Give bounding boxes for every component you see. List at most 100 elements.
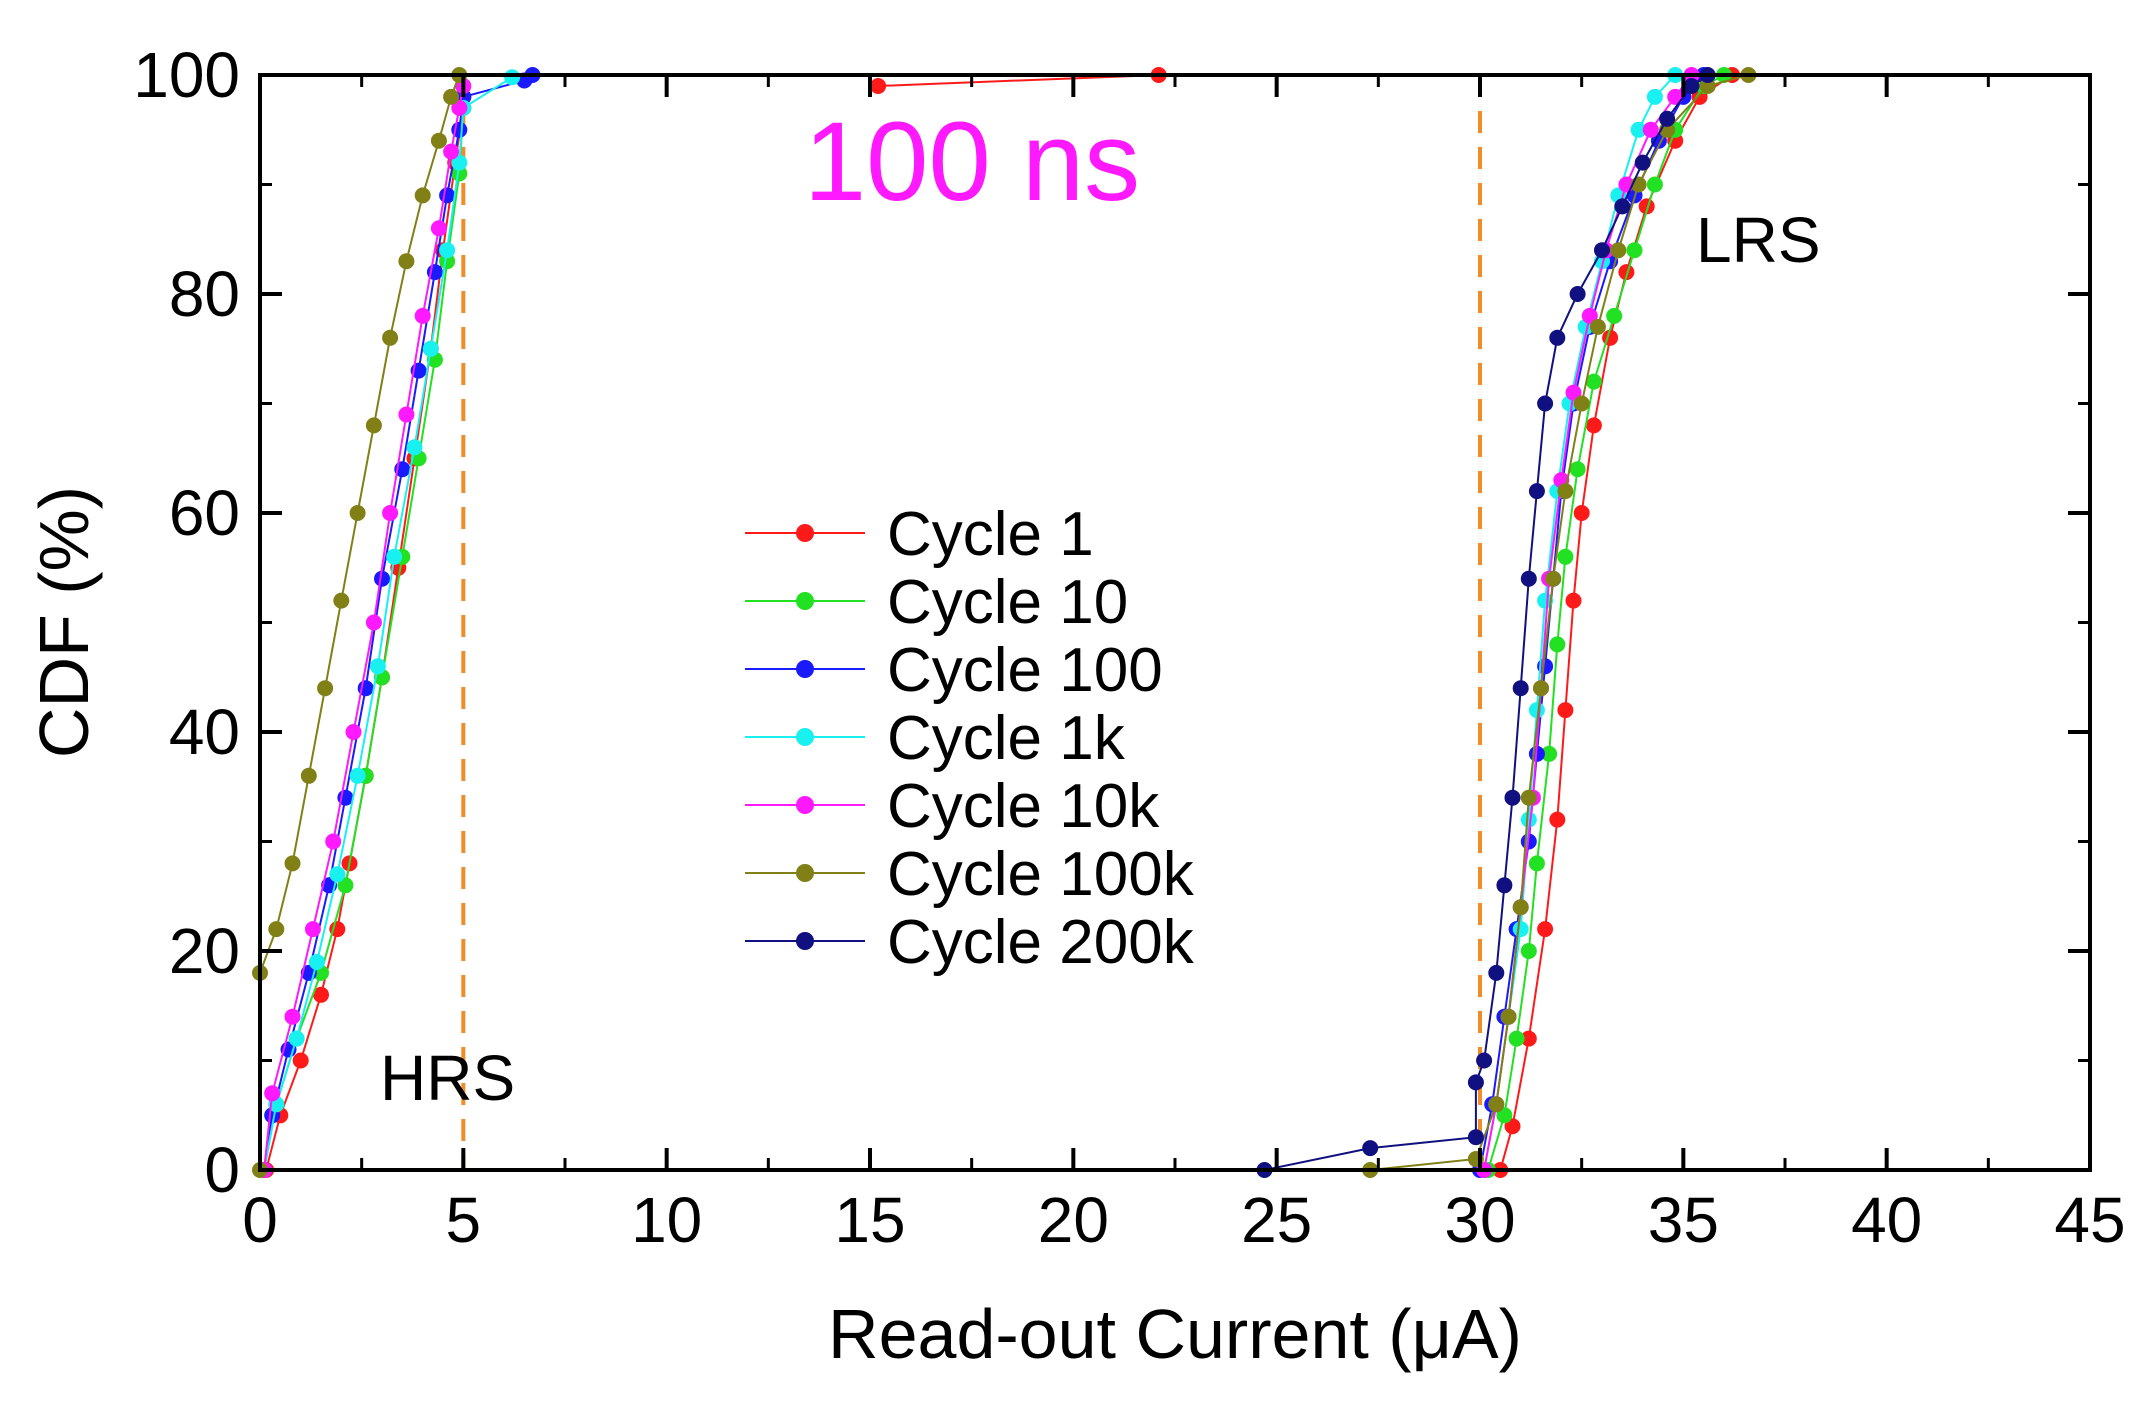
series-cycle-1k-lrs-point	[1528, 702, 1545, 719]
series-cycle-100k-lrs-point	[1533, 680, 1549, 697]
series-cycle-1-lrs-point	[870, 78, 887, 94]
series-cycle-10k-lrs-point	[1667, 88, 1684, 105]
series-cycle-1k-hrs-point	[451, 154, 468, 171]
series-cycle-10-lrs-point	[1557, 548, 1574, 565]
legend-item-cycle-10: Cycle 10	[745, 568, 1128, 637]
series-cycle-1k-hrs-point	[288, 1030, 305, 1047]
series-cycle-10-lrs-point	[1606, 307, 1623, 324]
series-cycle-200k-lrs-point	[1496, 877, 1513, 894]
series-cycle-100-hrs-point	[374, 570, 390, 587]
series-cycle-10k-hrs-point	[398, 406, 415, 423]
reference-lines	[461, 75, 1482, 1170]
series-cycle-10-lrs-point	[1626, 242, 1643, 259]
series-cycle-100-hrs-point	[439, 187, 456, 204]
series-cycle-200k-lrs-point	[1569, 286, 1586, 302]
series-cycle-1-lrs-main-point	[1618, 264, 1635, 281]
series-cycle-100k-lrs-point	[1557, 483, 1574, 500]
series-cycle-1-lrs-main-point	[1573, 505, 1590, 521]
series-cycle-200k-lrs-point	[1362, 1140, 1379, 1157]
series-cycle-10-lrs-point	[1520, 943, 1537, 959]
legend-item-cycle-10k-swatch-marker	[796, 796, 814, 814]
series-cycle-1-lrs-main-point	[1504, 1118, 1521, 1135]
series-cycle-10k-hrs-point	[443, 143, 460, 160]
series-cycle-1-lrs-main-point	[1549, 811, 1566, 828]
series-cycle-100k-hrs-point	[430, 132, 447, 149]
legend-item-cycle-100k-label: Cycle 100k	[887, 840, 1195, 909]
series-cycle-10-lrs-point	[1585, 373, 1602, 390]
legend-item-cycle-10k: Cycle 10k	[745, 772, 1160, 841]
series-cycle-100k-lrs-point	[1699, 78, 1716, 94]
series-cycle-1-lrs-main-point	[1537, 921, 1554, 938]
series-cycle-1k-hrs-point	[504, 69, 521, 86]
legend-item-cycle-200k: Cycle 200k	[745, 908, 1195, 977]
series-cycle-1k-hrs-point	[369, 658, 386, 675]
legend-item-cycle-100k-swatch-marker	[796, 864, 814, 882]
legend-item-cycle-10-swatch-marker	[796, 592, 814, 610]
x-tick-label: 0	[242, 1184, 278, 1256]
series-cycle-10-lrs-point	[1569, 461, 1586, 478]
legend-item-cycle-1-swatch-marker	[796, 524, 814, 542]
series-cycle-200k-lrs-point	[1467, 1129, 1484, 1146]
series-cycle-1k-lrs-point	[1646, 88, 1663, 105]
y-tick-label: 0	[204, 1134, 240, 1206]
series-cycle-10-lrs-point	[1496, 1107, 1513, 1124]
series-cycle-1k-lrs-point	[1537, 592, 1554, 609]
series-cycle-200k-lrs-point	[1512, 680, 1529, 697]
series-cycle-10-lrs-line	[1487, 74, 1725, 1171]
x-tick-label: 35	[1648, 1184, 1719, 1256]
series-cycle-1-lrs-main-point	[1557, 702, 1574, 719]
series-cycle-100k	[252, 67, 1757, 1178]
x-axis-ticks	[258, 75, 2092, 1170]
y-tick-label: 20	[169, 915, 240, 987]
series-cycle-100k-hrs-point	[349, 505, 366, 521]
series-layer	[252, 67, 1757, 1178]
legend-item-cycle-100k: Cycle 100k	[745, 840, 1195, 909]
series-cycle-10k-hrs-point	[382, 505, 399, 521]
series-cycle-100k-hrs-point	[365, 417, 382, 434]
x-axis-tick-labels: 0 5 10 15 20 25 30 35 40 45	[242, 1184, 2125, 1256]
x-tick-label: 30	[1444, 1184, 1515, 1256]
series-cycle-200k-lrs-point	[1659, 110, 1676, 127]
series-cycle-200k-lrs-point	[1614, 198, 1631, 215]
series-cycle-1k-hrs-point	[386, 548, 403, 565]
series-cycle-200k	[1256, 67, 1716, 1178]
series-cycle-10-lrs-point	[1646, 176, 1663, 193]
series-cycle-10k-lrs-point	[1565, 384, 1582, 401]
series-cycle-10k-hrs-point	[451, 99, 468, 116]
series-cycle-10k-lrs-point	[1581, 307, 1598, 324]
series-cycle-200k-lrs-point	[1504, 789, 1521, 806]
series-cycle-200k-lrs-point	[1476, 1052, 1493, 1069]
series-cycle-100k-hrs-point	[268, 921, 285, 938]
series-cycle-100k-lrs-point	[1520, 789, 1537, 806]
series-cycle-10k-hrs-point	[345, 724, 362, 740]
series-cycle-100k-lrs-point	[1545, 570, 1562, 587]
legend-item-cycle-10k-label: Cycle 10k	[887, 772, 1160, 841]
pulse-width-annotation: 100 ns	[804, 99, 1140, 224]
series-cycle-10k-hrs-line	[263, 85, 465, 1171]
series-cycle-10k-hrs-point	[304, 921, 321, 938]
series-cycle-1-lrs-main-point	[1585, 417, 1602, 434]
series-cycle-200k-lrs-point	[1549, 329, 1566, 346]
x-tick-label: 25	[1241, 1184, 1312, 1256]
x-tick-label: 10	[631, 1184, 702, 1256]
series-cycle-100k-hrs-point	[333, 592, 350, 609]
series-cycle-100k-lrs-point	[1512, 899, 1529, 916]
series-cycle-100k-hrs-point	[398, 253, 415, 270]
series-cycle-200k-lrs-point	[1528, 483, 1545, 500]
series-cycle-1k-hrs-point	[422, 340, 439, 357]
series-cycle-10-hrs-line	[263, 86, 465, 1171]
legend-item-cycle-1k-label: Cycle 1k	[887, 704, 1126, 773]
legend-item-cycle-200k-label: Cycle 200k	[887, 908, 1195, 977]
y-tick-label: 60	[169, 477, 240, 549]
series-cycle-1k-lrs-point	[1512, 921, 1529, 938]
series-cycle-100k-hrs-point	[414, 187, 431, 204]
x-tick-label: 5	[446, 1184, 482, 1256]
series-cycle-100k-lrs-point	[1610, 242, 1627, 259]
series-cycle-1-hrs-point	[292, 1052, 309, 1069]
x-tick-label: 40	[1851, 1184, 1922, 1256]
series-cycle-10-hrs-point	[337, 877, 354, 894]
y-axis-title: CDF (%)	[25, 486, 103, 758]
series-cycle-100k-lrs-point	[1589, 318, 1606, 335]
series-cycle-200k-lrs-point	[1520, 570, 1537, 587]
